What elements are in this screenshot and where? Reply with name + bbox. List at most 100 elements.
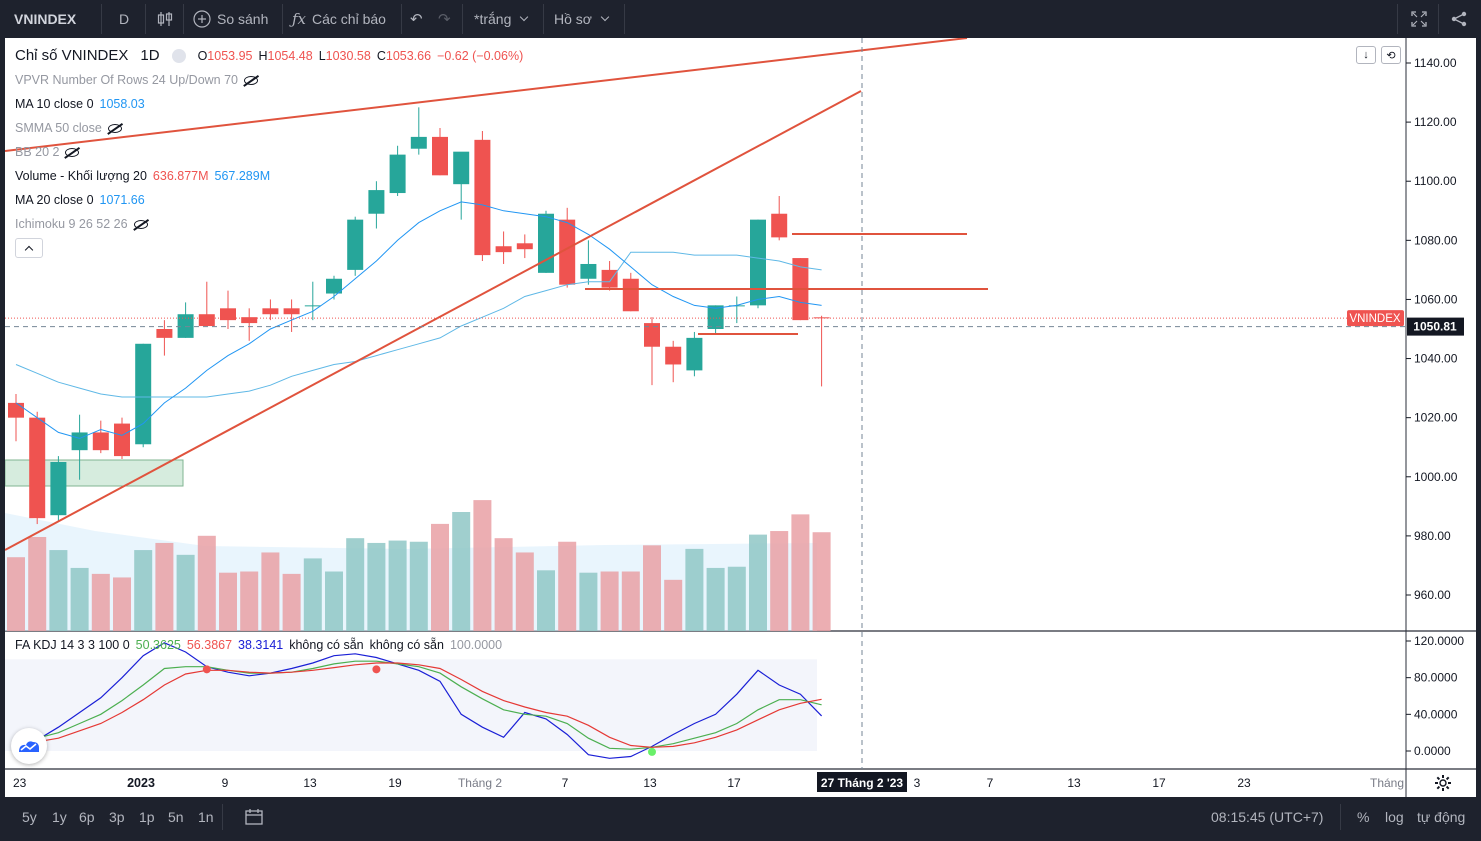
volume-bar [155, 542, 174, 631]
chevron-down-icon [520, 12, 529, 22]
volume-bar [727, 566, 746, 631]
redo-button[interactable]: ↷ [438, 0, 451, 38]
price-tick-label: 1060.00 [1414, 292, 1458, 306]
ma10-line [15, 201, 822, 439]
volume-bar [664, 579, 683, 631]
kdj-na-2: không có sẵn [369, 638, 444, 652]
compare-button[interactable]: So sánh [193, 0, 268, 38]
range-5n[interactable]: 5n [168, 797, 184, 837]
eye-hidden-icon[interactable] [244, 75, 259, 85]
clock[interactable]: 08:15:45 (UTC+7) [1211, 797, 1323, 837]
range-5y[interactable]: 5y [22, 797, 37, 837]
chart-canvas[interactable]: VNINDEX 1140.00 1120.00 1100.00 1080.00 1060… [5, 38, 1476, 797]
candle [665, 346, 682, 365]
legend-volume[interactable]: Volume - Khối lượng 20 636.877M 567.289M [15, 164, 523, 188]
range-label: 1p [139, 809, 155, 825]
bottom-toolbar: 5y 1y 6p 3p 1p 5n 1n 08:15:45 (UTC+7) % … [0, 797, 1481, 837]
legend-dot-button[interactable] [171, 49, 186, 63]
open-label: O [197, 49, 208, 63]
fullscreen-button[interactable] [1410, 0, 1428, 38]
refresh-button[interactable]: ⟲ [1381, 46, 1401, 64]
fullscreen-icon [1411, 11, 1427, 27]
eye-hidden-icon[interactable] [133, 219, 148, 229]
ma10-value: 1058.03 [99, 97, 145, 111]
legend-vpvr[interactable]: VPVR Number Of Rows 24 Up/Down 70 [15, 68, 523, 92]
ma20-label: MA 20 close 0 [15, 193, 94, 207]
chart-logo[interactable] [11, 728, 47, 764]
interval-button[interactable]: D [119, 0, 129, 38]
candle [686, 337, 703, 371]
range-1y[interactable]: 1y [52, 797, 67, 837]
volume-value: 636.877M [152, 169, 209, 183]
goto-date-button[interactable] [244, 797, 264, 837]
candle [283, 308, 300, 315]
volume-bar [303, 558, 322, 631]
volume-bar [49, 550, 68, 631]
candle [516, 243, 533, 250]
scroll-down-button[interactable]: ↓ [1356, 46, 1376, 64]
legend-smma[interactable]: SMMA 50 close [15, 116, 523, 140]
range-1p[interactable]: 1p [139, 797, 155, 837]
settings-button[interactable] [1433, 773, 1453, 793]
legend-ma20[interactable]: MA 20 close 0 1071.66 [15, 188, 523, 212]
kdj-j-value: 38.3141 [238, 638, 284, 652]
volume-bar [28, 536, 47, 631]
price-tick-label: 1040.00 [1414, 352, 1458, 366]
candle [262, 308, 279, 315]
chevron-down-icon [600, 12, 610, 22]
volume-bar [515, 552, 534, 631]
candles-icon [157, 12, 173, 26]
volume-bar [219, 572, 237, 631]
candle [750, 219, 766, 306]
range-3p[interactable]: 3p [109, 797, 125, 837]
candle [622, 278, 639, 312]
kdj-label: FA KDJ 14 3 3 100 0 [15, 638, 130, 652]
legend-bb[interactable]: BB 20 2 [15, 140, 523, 164]
eye-hidden-icon[interactable] [107, 123, 122, 133]
collapse-legend-button[interactable] [15, 238, 43, 258]
range-label: 3p [109, 809, 125, 825]
calendar-icon [245, 809, 263, 825]
volume-bar [134, 550, 153, 631]
volume-bar [685, 548, 704, 631]
time-label: 2023 [127, 776, 155, 790]
eye-hidden-icon[interactable] [65, 147, 80, 157]
share-button[interactable] [1450, 0, 1468, 38]
indicators-button[interactable]: ƒx Các chỉ báo [292, 0, 386, 38]
candle [135, 343, 152, 445]
chart-area[interactable]: VNINDEX 1140.00 1120.00 1100.00 1080.00 1060… [5, 38, 1476, 797]
range-1n[interactable]: 1n [198, 797, 214, 837]
range-6p[interactable]: 6p [79, 797, 95, 837]
legend-ichimoku[interactable]: Ichimoku 9 26 52 26 [15, 212, 523, 236]
cloud-chart-icon [19, 741, 39, 752]
range-label: 1y [52, 809, 67, 825]
candle [389, 154, 406, 194]
percent-toggle[interactable]: % [1357, 797, 1369, 837]
volume-bar [579, 572, 598, 631]
profile-label: Hồ sơ [554, 11, 592, 27]
price-tick-label: 1100.00 [1414, 174, 1457, 188]
price-tick-label: 1020.00 [1414, 411, 1458, 425]
volume-bar [452, 512, 471, 631]
profile-button[interactable]: Hồ sơ [554, 0, 610, 38]
template-label: *trắng [474, 11, 512, 27]
chart-style-button[interactable] [156, 0, 174, 38]
auto-toggle[interactable]: tự động [1417, 797, 1465, 837]
ma10-label: MA 10 close 0 [15, 97, 94, 111]
kdj-legend[interactable]: FA KDJ 14 3 3 100 0 50.3625 56.3867 38.3… [15, 638, 502, 652]
close-label: C [376, 49, 386, 63]
low-value: 1030.58 [325, 49, 371, 63]
time-label: 3 [914, 776, 921, 790]
undo-button[interactable]: ↶ [410, 0, 423, 38]
symbol-search-button[interactable]: VNINDEX [14, 0, 76, 38]
kdj-k-value: 50.3625 [135, 638, 181, 652]
template-button[interactable]: *trắng [474, 0, 529, 38]
kdj-oversold-dot [648, 747, 656, 756]
indicators-label: Các chỉ báo [312, 11, 386, 27]
legend-ma10[interactable]: MA 10 close 0 1058.03 [15, 92, 523, 116]
volume-bar [388, 540, 407, 631]
volume-bar [537, 570, 555, 631]
log-toggle[interactable]: log [1385, 797, 1404, 837]
legend-title[interactable]: Chỉ số VNINDEX [15, 47, 129, 64]
vpvr-label: VPVR Number Of Rows 24 Up/Down 70 [15, 73, 239, 87]
